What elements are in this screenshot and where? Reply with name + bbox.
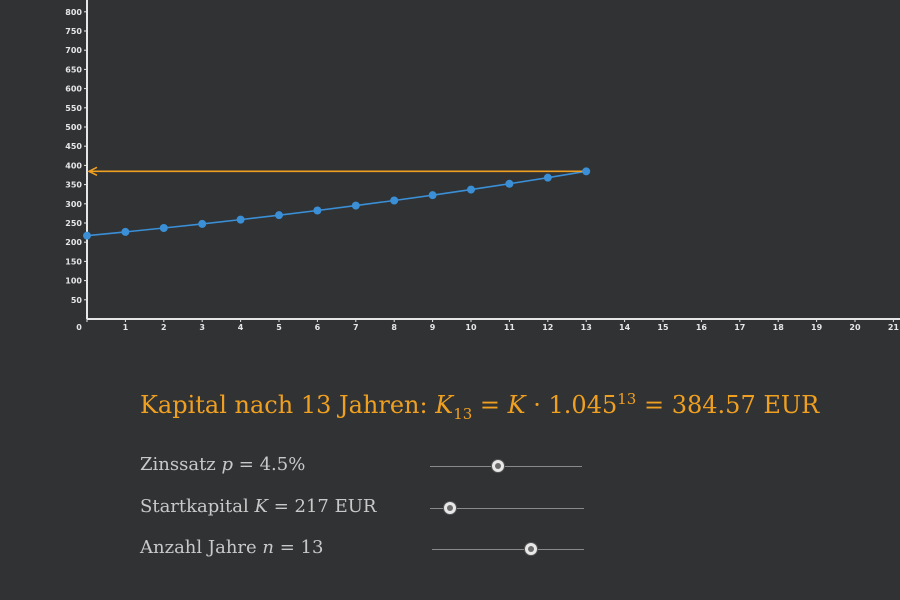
y-tick-label: 600 [65, 85, 82, 94]
x-tick-label: 15 [657, 323, 669, 332]
y-tick-label: 350 [65, 181, 82, 190]
x-tick-label: 11 [504, 323, 516, 332]
growth-chart: 0 1 2 3 4 5 6 7 8 9 10 11 12 13 14 15 16 17 18 19 20 21501001… [65, 0, 900, 332]
series-segment [394, 194, 433, 202]
reference-arrow-head [87, 166, 98, 177]
x-tick-label: 0 [76, 323, 82, 332]
y-tick-label: 200 [65, 238, 82, 247]
data-point [236, 215, 245, 224]
x-tick-label: 9 [430, 323, 436, 332]
result-prefix: Kapital nach 13 Jahren: [140, 391, 428, 419]
series-segment [470, 182, 510, 191]
series-segment [432, 188, 472, 196]
capital-slider-track[interactable] [430, 508, 584, 509]
y-tick-label: 250 [65, 219, 82, 228]
data-point [543, 173, 552, 182]
result-dot: · [533, 391, 541, 419]
x-tick-label: 2 [161, 323, 167, 332]
years-value: = 13 [279, 537, 324, 558]
data-point [159, 224, 168, 233]
slider-label-interest: Zinssatz p = 4.5% [140, 454, 305, 475]
interest-label: Zinssatz [140, 454, 216, 475]
capital-label: Startkapital [140, 496, 249, 517]
result-equals: = [479, 391, 501, 419]
y-tick-label: 550 [65, 104, 82, 113]
y-tick-label: 800 [65, 8, 82, 17]
slider-label-years: Anzahl Jahre n = 13 [140, 537, 323, 558]
x-tick-label: 16 [696, 323, 708, 332]
y-tick-label: 300 [65, 200, 82, 209]
x-tick-label: 20 [849, 323, 861, 332]
x-tick-label: 1 [123, 323, 129, 332]
series-segment [202, 218, 241, 225]
x-tick-label: 10 [465, 323, 477, 332]
years-slider-track[interactable] [432, 549, 584, 550]
years-var: n [262, 537, 275, 558]
data-point [428, 191, 437, 200]
interest-value: = 4.5% [238, 454, 306, 475]
x-tick-label: 14 [619, 323, 631, 332]
x-tick-label: 6 [315, 323, 321, 332]
result-var2: K [507, 391, 526, 419]
x-tick-label: 8 [391, 323, 397, 332]
y-tick-label: 450 [65, 142, 82, 151]
data-point [121, 227, 130, 236]
series-segment [86, 231, 126, 237]
series-segment [547, 170, 587, 179]
x-tick-label: 7 [353, 323, 359, 332]
x-tick-label: 13 [581, 323, 592, 332]
result-var: K [435, 391, 454, 419]
interest-slider-handle[interactable] [492, 460, 505, 472]
series-segment [278, 209, 318, 216]
interest-var: p [221, 454, 234, 475]
slider-label-capital: Startkapital K = 217 EUR [140, 496, 376, 517]
x-tick-label: 12 [542, 323, 553, 332]
years-slider-handle[interactable] [524, 543, 537, 555]
result-equals2: = [643, 391, 665, 419]
x-tick-label: 4 [238, 323, 244, 332]
data-point [467, 185, 475, 194]
data-point [198, 219, 207, 228]
years-label: Anzahl Jahre [140, 537, 257, 558]
data-point [313, 206, 322, 215]
x-tick-label: 5 [276, 323, 282, 332]
y-tick-label: 100 [65, 277, 82, 286]
data-point [582, 167, 591, 176]
capital-value: = 217 EUR [273, 496, 377, 517]
series-segment [317, 204, 356, 212]
y-tick-label: 50 [71, 296, 83, 305]
series-segment [163, 223, 203, 229]
series-segment [125, 227, 164, 233]
result-exp: 13 [617, 390, 637, 408]
interest-slider-track[interactable] [430, 466, 582, 467]
result-formula: Kapital nach 13 Jahren: K13 = K · 1.0451… [140, 390, 819, 423]
y-tick-label: 500 [65, 123, 82, 132]
y-tick-label: 650 [65, 65, 82, 74]
x-tick-label: 19 [811, 323, 823, 332]
data-point [275, 211, 283, 220]
y-tick-label: 700 [65, 46, 82, 55]
series-segment [355, 199, 395, 207]
series-segment [240, 214, 280, 221]
data-point [390, 196, 399, 205]
y-tick-label: 400 [65, 161, 82, 170]
x-tick-label: 21 [888, 323, 900, 332]
data-point [351, 201, 360, 210]
x-tick-label: 18 [773, 323, 785, 332]
x-tick-label: 3 [199, 323, 205, 332]
capital-slider-handle[interactable] [444, 502, 457, 514]
series-segment [509, 176, 548, 185]
y-tick-label: 750 [65, 27, 82, 36]
result-sub: 13 [453, 404, 473, 423]
y-tick-label: 150 [65, 257, 82, 266]
result-base: 1.045 [548, 391, 618, 419]
data-point [83, 231, 91, 240]
x-tick-label: 17 [734, 323, 745, 332]
capital-var: K [254, 496, 268, 517]
result-value: 384.57 EUR [671, 391, 820, 419]
data-point [505, 179, 514, 188]
